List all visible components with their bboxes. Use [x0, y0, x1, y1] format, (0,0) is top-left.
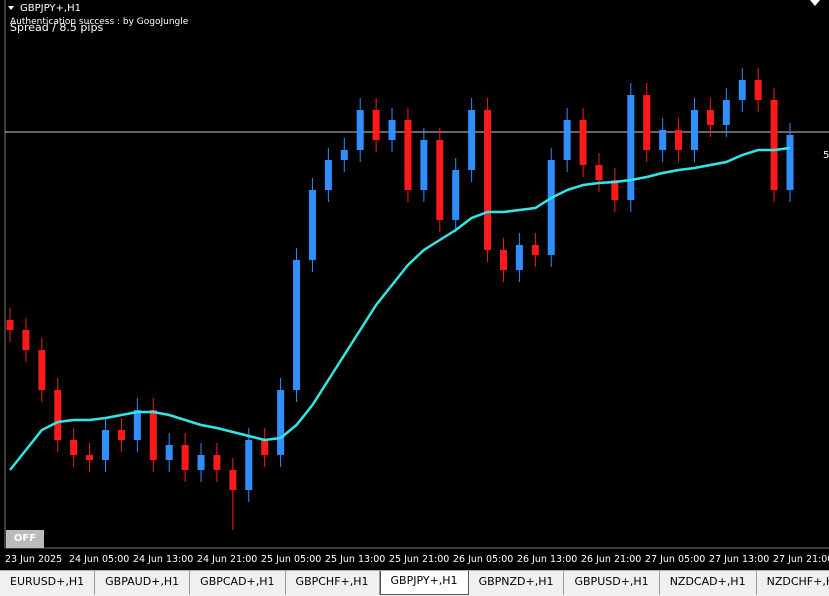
candle-body: [102, 430, 110, 460]
chart: GBPJPY+,H1 Authentication success : by G…: [0, 0, 829, 565]
candle-body: [436, 140, 444, 220]
close-arrow: [810, 0, 820, 6]
symbol-tab[interactable]: GBPJPY+,H1: [379, 571, 469, 595]
candle-body: [86, 455, 94, 460]
x-tick-label: 25 Jun 13:00: [325, 554, 385, 565]
x-tick-label: 26 Jun 13:00: [517, 554, 577, 565]
x-tick-label: 24 Jun 21:00: [197, 554, 257, 565]
candle-body: [6, 320, 14, 330]
candle-body: [675, 130, 683, 150]
candle-body: [659, 130, 667, 150]
x-tick-label: 27 Jun 13:00: [709, 554, 769, 565]
candle-body: [372, 110, 380, 140]
candle-body: [579, 120, 587, 165]
candle-body: [786, 135, 794, 190]
symbol-tab[interactable]: GBPUSD+,H1: [564, 571, 660, 595]
candle-body: [499, 250, 507, 270]
candle-body: [770, 100, 778, 190]
candle-body: [356, 110, 364, 150]
candle-body: [388, 120, 396, 140]
candle-body: [420, 140, 428, 190]
symbol-tab[interactable]: GBPCHF+,H1: [286, 571, 380, 595]
menu-arrow: [8, 6, 14, 10]
candle-body: [38, 350, 46, 390]
moving-average: [9, 146, 791, 471]
candle-body: [293, 260, 301, 390]
symbol-tab[interactable]: NZDCAD+,H1: [660, 571, 757, 595]
x-tick-label: 23 Jun 2025: [5, 554, 62, 565]
candle-body: [245, 440, 253, 490]
tab-bar: EURUSD+,H1 GBPAUD+,H1 GBPCAD+,H1 GBPCHF+,H1…: [0, 570, 829, 596]
off-button[interactable]: OFF: [6, 530, 44, 548]
candle-body: [117, 430, 125, 440]
candle-body: [515, 245, 523, 270]
x-tick-label: 27 Jun 21:00: [773, 554, 829, 565]
candle-body: [611, 180, 619, 200]
candle-body: [468, 110, 476, 170]
x-tick-label: 24 Jun 05:00: [69, 554, 129, 565]
candle-body: [706, 110, 714, 125]
chart-title: GBPJPY+,H1: [20, 3, 81, 14]
candle-body: [627, 95, 635, 200]
candle-body: [277, 390, 285, 455]
candle-body: [531, 245, 539, 255]
plot-background: [0, 0, 829, 548]
candle-body: [404, 120, 412, 190]
candle-body: [547, 160, 555, 255]
x-tick-label: 24 Jun 13:00: [133, 554, 193, 565]
candle-body: [563, 120, 571, 160]
symbol-tab[interactable]: GBPCAD+,H1: [190, 571, 286, 595]
candle-body: [340, 150, 348, 160]
candle-body: [133, 410, 141, 440]
x-tick-label: 25 Jun 05:00: [261, 554, 321, 565]
candle-body: [595, 165, 603, 180]
candle-body: [229, 470, 237, 490]
right-axis-label: 5: [823, 150, 829, 161]
x-tick-label: 26 Jun 05:00: [453, 554, 513, 565]
x-tick-label: 27 Jun 05:00: [645, 554, 705, 565]
candle-body: [197, 455, 205, 470]
x-tick-label: 25 Jun 21:00: [389, 554, 449, 565]
x-tick-label: 26 Jun 21:00: [581, 554, 641, 565]
symbol-tab[interactable]: GBPAUD+,H1: [95, 571, 191, 595]
candle-body: [54, 390, 62, 440]
candle-body: [22, 330, 30, 350]
symbol-tab[interactable]: EURUSD+,H1: [0, 571, 96, 595]
candle-body: [165, 445, 173, 460]
candle-body: [70, 440, 78, 455]
candle-body: [690, 110, 698, 150]
candle-body: [643, 95, 651, 150]
candle-body: [738, 80, 746, 100]
symbol-tab[interactable]: GBPNZD+,H1: [469, 571, 565, 595]
candle-body: [149, 410, 157, 460]
auth-text: Authentication success : by GogoJungle: [10, 17, 189, 27]
candle-body: [484, 110, 492, 250]
candle-body: [181, 445, 189, 470]
spread-text: Spread / 8.5 pips: [10, 21, 103, 34]
candle-body: [308, 190, 316, 260]
candle-body: [452, 170, 460, 220]
candle-body: [324, 160, 332, 190]
symbol-tab[interactable]: NZDCHF+,H1: [757, 571, 829, 595]
candle-body: [722, 100, 730, 125]
candle-body: [213, 455, 221, 470]
candle-body: [261, 440, 269, 455]
candle-body: [754, 80, 762, 100]
